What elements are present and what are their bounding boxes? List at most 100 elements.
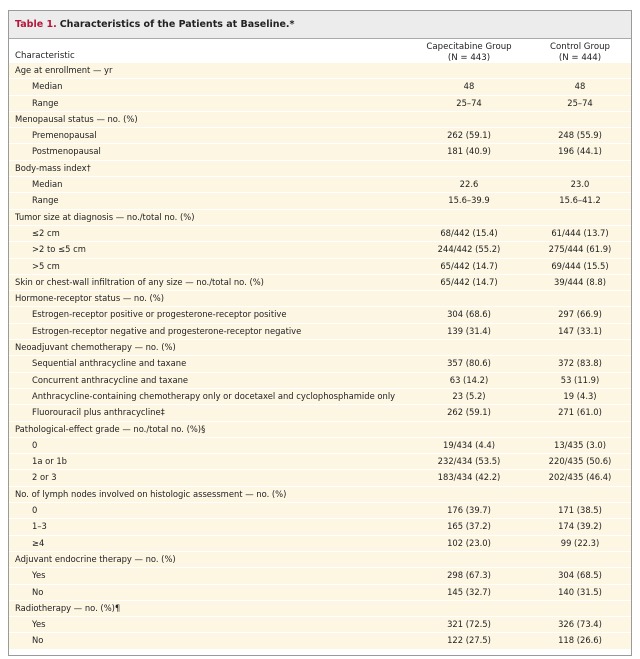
table-group-row: Menopausal status — no. (%) [9, 111, 631, 128]
control-value: 69/444 (15.5) [551, 260, 609, 271]
capecitabine-value: 321 (72.5) [447, 619, 491, 630]
capecitabine-value: 65/442 (14.7) [440, 260, 498, 271]
header-control-n: (N = 444) [558, 53, 602, 63]
table-group-row: Hormone-receptor status — no. (%) [9, 291, 631, 307]
table-row: Range 25–74 25–74 [9, 95, 631, 111]
control-value: 271 (61.0) [558, 407, 602, 418]
row-label: Postmenopausal [32, 146, 101, 157]
row-label: Fluorouracil plus anthracycline‡ [32, 407, 165, 418]
table-body: Age at enrollment — yr Median 48 48 Range 25–… [9, 63, 631, 649]
capecitabine-value: 181 (40.9) [447, 146, 491, 157]
row-label: No [32, 635, 44, 646]
row-label: Hormone-receptor status — no. (%) [15, 293, 165, 304]
control-value: 248 (55.9) [558, 130, 602, 141]
control-value: 326 (73.4) [558, 619, 602, 630]
control-value: 220/435 (50.6) [548, 456, 612, 467]
header-characteristic: Characteristic [15, 51, 75, 61]
row-label: >2 to ≤5 cm [32, 244, 86, 255]
table-row: Yes 321 (72.5) 326 (73.4) [9, 617, 631, 633]
capecitabine-value: 357 (80.6) [447, 358, 491, 369]
row-label: Tumor size at diagnosis — no./total no. … [15, 211, 195, 222]
row-label: No. of lymph nodes involved on histologi… [15, 488, 287, 499]
header-capecitabine-name: Capecitabine Group [426, 42, 512, 52]
capecitabine-value: 232/434 (53.5) [437, 456, 501, 467]
table-group-row: No. of lymph nodes involved on histologi… [9, 486, 631, 503]
control-value: 147 (33.1) [558, 325, 602, 336]
control-value: 25–74 [567, 97, 593, 108]
control-value: 202/435 (46.4) [548, 472, 612, 483]
row-label: Sequential anthracycline and taxane [32, 358, 187, 369]
control-value: 171 (38.5) [558, 505, 602, 516]
table-row: Yes 298 (67.3) 304 (68.5) [9, 568, 631, 584]
capecitabine-value: 244/442 (55.2) [437, 244, 501, 255]
control-value: 196 (44.1) [558, 146, 602, 157]
capecitabine-value: 122 (27.5) [447, 635, 491, 646]
capecitabine-value: 262 (59.1) [447, 407, 491, 418]
header-capecitabine: Capecitabine Group (N = 443) [409, 42, 529, 64]
table-group-row: Radiotherapy — no. (%)¶ [9, 600, 631, 617]
row-label: 0 [32, 439, 38, 450]
capecitabine-value: 23 (5.2) [452, 390, 486, 401]
table-group-row: Adjuvant endocrine therapy — no. (%) [9, 551, 631, 568]
row-label: 1–3 [32, 521, 47, 532]
control-value: 48 [574, 81, 586, 92]
table-row: Postmenopausal 181 (40.9) 196 (44.1) [9, 144, 631, 160]
table-group-row: Neoadjuvant chemotherapy — no. (%) [9, 340, 631, 356]
row-label: Body-mass index† [15, 162, 91, 173]
row-label: Age at enrollment — yr [15, 65, 113, 75]
row-label: Premenopausal [32, 130, 97, 141]
capecitabine-value: 19/434 (4.4) [443, 439, 495, 450]
table-group-row: Pathological-effect grade — no./total no… [9, 421, 631, 437]
table-row: Concurrent anthracycline and taxane 63 (1… [9, 372, 631, 388]
table-row: Estrogen-receptor negative and progester… [9, 323, 631, 340]
capecitabine-value: 63 (14.2) [449, 374, 489, 385]
row-label: Neoadjuvant chemotherapy — no. (%) [15, 342, 176, 353]
table-row: Sequential anthracycline and taxane 357 (… [9, 356, 631, 372]
table-row: Range 15.6–39.9 15.6–41.2 [9, 193, 631, 209]
control-value: 118 (26.6) [558, 635, 602, 646]
row-label: Yes [32, 619, 46, 630]
row-label: Concurrent anthracycline and taxane [32, 374, 189, 385]
table-row: ≤2 cm 68/442 (15.4) 61/444 (13.7) [9, 225, 631, 242]
table-row: 0 176 (39.7) 171 (38.5) [9, 503, 631, 519]
table-row: 2 or 3 183/434 (42.2) 202/435 (46.4) [9, 470, 631, 486]
row-label: 1a or 1b [32, 456, 67, 467]
row-label: >5 cm [32, 260, 60, 271]
table-row: 1a or 1b 232/434 (53.5) 220/435 (50.6) [9, 454, 631, 470]
row-label: Adjuvant endocrine therapy — no. (%) [15, 553, 176, 564]
row-label: Estrogen-receptor positive or progestero… [32, 309, 287, 320]
table-row: 0 19/434 (4.4) 13/435 (3.0) [9, 437, 631, 454]
row-label: 2 or 3 [32, 472, 57, 483]
table-row: Median 22.6 23.0 [9, 177, 631, 193]
control-value: 297 (66.9) [558, 309, 602, 320]
header-control: Control Group (N = 444) [520, 42, 640, 64]
control-value: 140 (31.5) [558, 586, 602, 597]
row-label: Menopausal status — no. (%) [15, 113, 138, 124]
row-label: Range [32, 97, 59, 108]
control-value: 99 (22.3) [560, 537, 600, 548]
control-value: 53 (11.9) [560, 374, 600, 385]
capecitabine-value: 165 (37.2) [447, 521, 491, 532]
table-row: Fluorouracil plus anthracycline‡ 262 (59.… [9, 405, 631, 421]
row-label: Range [32, 195, 59, 206]
row-label: Pathological-effect grade — no./total no… [15, 423, 206, 434]
table-row: No 145 (32.7) 140 (31.5) [9, 584, 631, 600]
capecitabine-value: 145 (32.7) [447, 586, 491, 597]
capecitabine-value: 183/434 (42.2) [437, 472, 501, 483]
control-value: 13/435 (3.0) [554, 439, 606, 450]
capecitabine-value: 68/442 (15.4) [440, 227, 498, 238]
capecitabine-value: 22.6 [459, 179, 479, 190]
table-row: >2 to ≤5 cm 244/442 (55.2) 275/444 (61.9) [9, 242, 631, 258]
control-value: 275/444 (61.9) [548, 244, 612, 255]
row-label: Yes [32, 570, 46, 581]
control-value: 372 (83.8) [558, 358, 602, 369]
header-capecitabine-n: (N = 443) [447, 53, 491, 63]
table-row: ≥4 102 (23.0) 99 (22.3) [9, 535, 631, 551]
row-label: ≤2 cm [32, 227, 60, 238]
control-value: 23.0 [570, 179, 590, 190]
row-label: Median [32, 81, 63, 92]
capecitabine-value: 176 (39.7) [447, 505, 491, 516]
table-row: No 122 (27.5) 118 (26.6) [9, 633, 631, 649]
row-label: ≥4 [32, 537, 45, 548]
table-row: Estrogen-receptor positive or progestero… [9, 307, 631, 323]
